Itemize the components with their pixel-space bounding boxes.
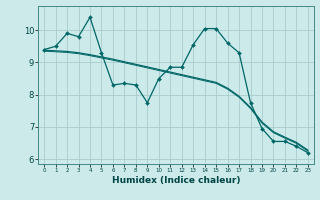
X-axis label: Humidex (Indice chaleur): Humidex (Indice chaleur) [112, 176, 240, 185]
